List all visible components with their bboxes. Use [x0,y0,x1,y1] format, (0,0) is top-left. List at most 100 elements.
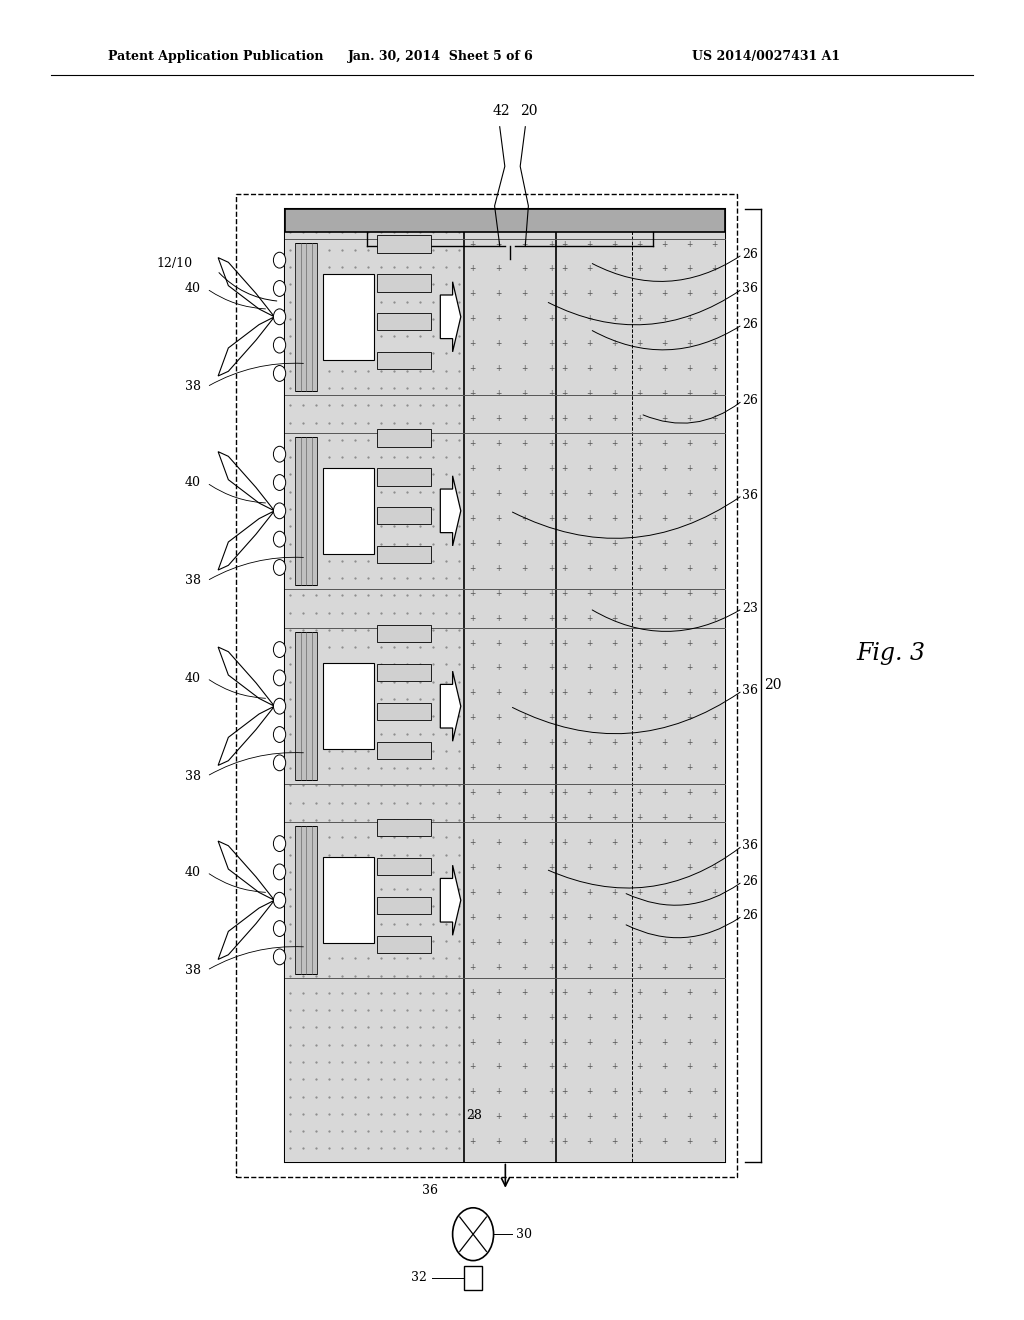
Text: +: + [636,1038,643,1047]
Text: +: + [586,1063,593,1072]
Text: +: + [712,788,718,797]
Text: +: + [586,364,593,374]
Text: +: + [521,888,527,896]
Text: 36: 36 [742,684,759,697]
Bar [377,818,431,836]
Bar [377,896,431,913]
Text: +: + [548,364,554,374]
Text: +: + [469,838,475,847]
Text: +: + [548,488,554,498]
Text: +: + [521,488,527,498]
Text: +: + [611,314,617,323]
Text: +: + [586,987,593,997]
Text: +: + [548,389,554,399]
Text: +: + [636,364,643,374]
Text: +: + [712,664,718,672]
Text: +: + [611,962,617,972]
Text: +: + [611,389,617,399]
Text: +: + [686,713,693,722]
Text: +: + [521,1012,527,1022]
Text: +: + [548,689,554,697]
Text: +: + [611,987,617,997]
Text: +: + [611,863,617,873]
Text: +: + [548,1012,554,1022]
Text: +: + [521,838,527,847]
Circle shape [273,560,286,576]
Text: +: + [548,239,554,248]
Text: +: + [496,614,502,623]
Text: +: + [611,215,617,223]
Text: +: + [712,414,718,424]
Text: Fig. 3: Fig. 3 [856,642,926,665]
Text: +: + [636,1113,643,1122]
Text: +: + [469,987,475,997]
Text: +: + [662,564,668,573]
Text: +: + [521,738,527,747]
Text: +: + [469,937,475,946]
Text: +: + [686,339,693,348]
Text: +: + [548,788,554,797]
Text: +: + [586,738,593,747]
Bar [377,702,431,719]
Text: +: + [548,813,554,822]
Text: +: + [611,1063,617,1072]
Text: +: + [636,962,643,972]
Text: +: + [469,1063,475,1072]
Text: +: + [636,664,643,672]
Circle shape [273,920,286,936]
Text: +: + [712,838,718,847]
Text: +: + [561,838,567,847]
Text: US 2014/0027431 A1: US 2014/0027431 A1 [691,50,840,63]
Text: +: + [469,1138,475,1146]
Text: +: + [686,937,693,946]
Text: +: + [662,838,668,847]
Text: +: + [586,389,593,399]
Text: +: + [586,440,593,447]
Text: +: + [496,838,502,847]
Text: +: + [469,488,475,498]
Text: +: + [611,364,617,374]
Text: +: + [496,1063,502,1072]
Text: +: + [469,1012,475,1022]
Text: +: + [712,813,718,822]
Text: +: + [469,465,475,473]
Text: +: + [521,614,527,623]
Text: +: + [586,513,593,523]
Text: +: + [662,813,668,822]
Text: +: + [686,788,693,797]
Text: +: + [686,763,693,772]
Text: +: + [686,1012,693,1022]
Text: +: + [548,987,554,997]
Text: +: + [496,314,502,323]
Text: +: + [469,863,475,873]
Text: +: + [611,1138,617,1146]
Text: +: + [611,239,617,248]
Text: +: + [496,589,502,598]
Bar [295,826,317,974]
Text: 38: 38 [184,380,201,393]
Text: +: + [662,339,668,348]
Text: +: + [662,913,668,921]
Bar [377,507,431,524]
Circle shape [273,281,286,297]
Text: +: + [469,614,475,623]
Text: +: + [548,763,554,772]
Text: +: + [662,1012,668,1022]
Text: +: + [561,513,567,523]
Text: +: + [586,488,593,498]
Text: +: + [611,488,617,498]
Text: +: + [561,913,567,921]
Text: +: + [586,215,593,223]
Text: +: + [469,1038,475,1047]
Text: +: + [496,639,502,648]
Text: +: + [496,713,502,722]
Text: +: + [561,1038,567,1047]
Text: +: + [469,788,475,797]
Text: 30: 30 [516,1228,532,1241]
Text: +: + [636,539,643,548]
Text: +: + [586,239,593,248]
Text: +: + [496,364,502,374]
Circle shape [273,865,286,880]
Text: +: + [586,1138,593,1146]
Bar [295,243,317,391]
